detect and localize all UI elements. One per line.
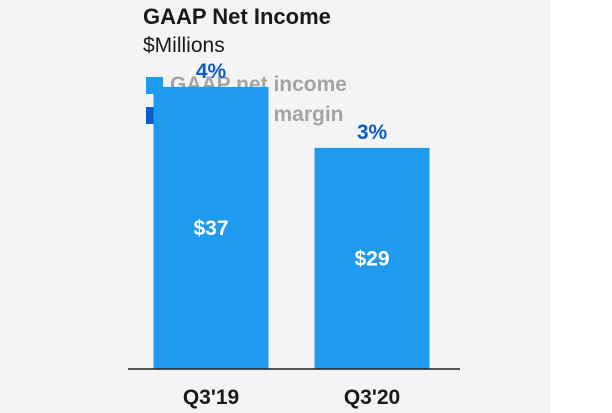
bar-1 [153, 86, 269, 369]
margin-label-1: 4% [196, 60, 227, 83]
margin-label-2: 3% [357, 121, 388, 144]
chart-title: GAAP Net Income [143, 4, 331, 29]
chart-subtitle: $Millions [143, 34, 225, 57]
x-tick-label-1: Q3'19 [183, 386, 239, 409]
x-tick-label-2: Q3'20 [344, 386, 400, 409]
chart-panel [0, 0, 550, 413]
bar-2 [314, 147, 430, 369]
bar-value-label-1: $37 [193, 217, 228, 240]
bar-value-label-2: $29 [354, 247, 389, 270]
